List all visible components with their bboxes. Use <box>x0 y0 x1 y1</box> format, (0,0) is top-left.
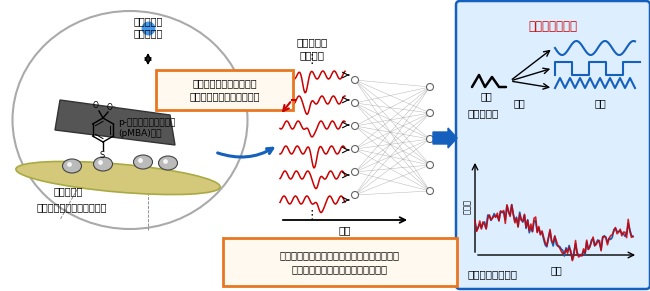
Ellipse shape <box>159 156 177 170</box>
Circle shape <box>352 123 359 129</box>
Text: 電解質中の
水素イオン: 電解質中の 水素イオン <box>133 16 162 38</box>
FancyArrow shape <box>433 128 457 148</box>
Text: 様々な情報処理: 様々な情報処理 <box>528 20 577 33</box>
Text: ・血糖値変化予測: ・血糖値変化予測 <box>468 269 518 279</box>
Ellipse shape <box>133 155 153 169</box>
Text: 銀ナノ粒子: 銀ナノ粒子 <box>53 186 83 196</box>
FancyBboxPatch shape <box>456 1 650 289</box>
Circle shape <box>426 109 434 116</box>
Circle shape <box>352 77 359 84</box>
Text: ⋮: ⋮ <box>306 54 318 67</box>
Circle shape <box>352 191 359 198</box>
Circle shape <box>426 162 434 168</box>
Ellipse shape <box>94 157 112 171</box>
FancyBboxPatch shape <box>156 70 293 110</box>
Circle shape <box>352 146 359 152</box>
Text: 分子振動の
時間発展: 分子振動の 時間発展 <box>296 37 328 60</box>
Circle shape <box>352 100 359 107</box>
Text: 変換: 変換 <box>513 98 525 108</box>
Circle shape <box>352 168 359 175</box>
FancyBboxPatch shape <box>223 238 457 286</box>
Circle shape <box>426 136 434 143</box>
Text: p-メルカプト安息香酸
(pMBA)分子: p-メルカプト安息香酸 (pMBA)分子 <box>118 118 176 139</box>
Text: 酸化タングステナノロッド: 酸化タングステナノロッド <box>37 202 107 212</box>
Text: 時間: 時間 <box>339 225 351 235</box>
Polygon shape <box>55 100 175 145</box>
Text: O⁻: O⁻ <box>107 103 117 112</box>
Ellipse shape <box>62 159 81 173</box>
Text: 入力: 入力 <box>480 91 492 101</box>
Circle shape <box>426 84 434 91</box>
Circle shape <box>426 187 434 194</box>
Text: 出力: 出力 <box>595 98 606 108</box>
Text: ・波形変換: ・波形変換 <box>468 108 499 118</box>
Text: 時間: 時間 <box>550 265 562 275</box>
Ellipse shape <box>12 11 248 229</box>
Text: ⋮: ⋮ <box>306 208 318 221</box>
Text: 血糖値: 血糖値 <box>463 200 472 214</box>
Text: S: S <box>100 151 105 160</box>
Text: ラマンスペクトルとして測定した分子振動の
時間発展を情報の記憶・計算に利用: ラマンスペクトルとして測定した分子振動の 時間発展を情報の記憶・計算に利用 <box>280 250 400 274</box>
Text: O: O <box>93 101 99 110</box>
Ellipse shape <box>16 162 220 195</box>
Text: 電圧印加で水素イオンの
吸着量を制御（情報入力）: 電圧印加で水素イオンの 吸着量を制御（情報入力） <box>189 78 260 102</box>
